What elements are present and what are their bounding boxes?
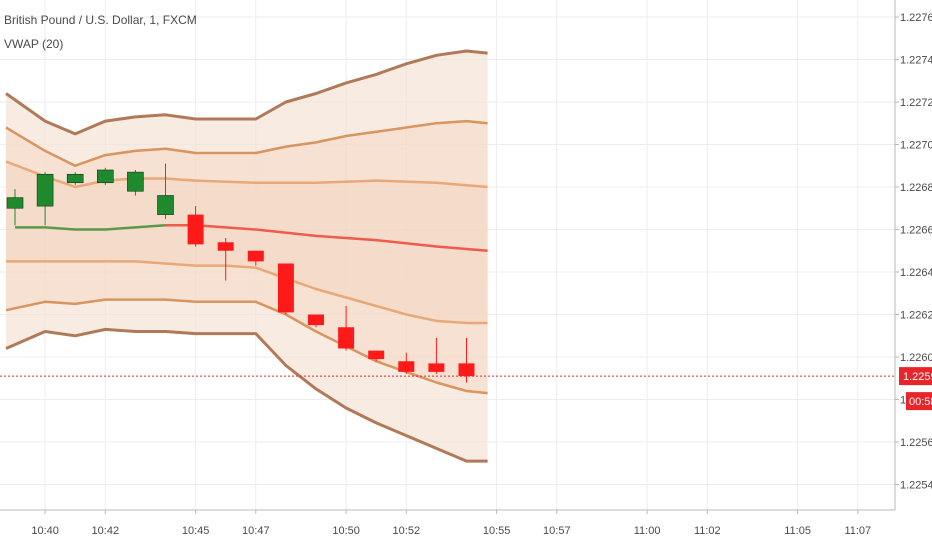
- candle-1: [36, 172, 54, 226]
- candle-body-0: [6, 197, 24, 209]
- price-tick-label-8: 1.22700: [900, 140, 932, 152]
- lower-band-3: [5, 327, 488, 463]
- price-tick-label-11: 1.22760: [900, 12, 932, 24]
- candle-body-10: [308, 314, 324, 326]
- candle-body-9: [277, 263, 294, 313]
- last-price-badge-label: 1.22591: [903, 371, 932, 383]
- candle-10: [308, 314, 324, 328]
- indicator-title[interactable]: VWAP (20): [4, 37, 63, 51]
- middle-band-fill: [6, 121, 488, 394]
- upper-band-2: [5, 119, 488, 167]
- time-tick-label-7: 10:57: [543, 525, 571, 537]
- candle-6: [187, 206, 204, 247]
- candle-body-15: [458, 363, 475, 377]
- candle-body-1: [36, 173, 54, 207]
- price-tick-label-9: 1.22720: [900, 97, 932, 109]
- candle-12: [368, 350, 385, 362]
- time-tick-label-1: 10:42: [92, 525, 120, 537]
- countdown-badge-label: 00:58: [909, 396, 932, 408]
- candle-14: [428, 337, 445, 374]
- candle-9: [277, 263, 294, 315]
- candle-body-12: [368, 350, 385, 360]
- price-tick-label-1: 1.22560: [900, 437, 932, 449]
- time-tick-label-5: 10:52: [393, 525, 421, 537]
- last-price-badge: 1.22591: [899, 367, 932, 386]
- countdown-badge: 00:58: [906, 392, 932, 411]
- lower-band-2: [5, 298, 488, 395]
- time-tick-label-11: 11:07: [844, 525, 871, 537]
- band-lines: [5, 49, 488, 463]
- upper-band-3: [5, 49, 488, 136]
- price-tick-label-3: 1.22600: [900, 352, 932, 364]
- upper-band-1: [5, 160, 488, 189]
- last-price-badge-bg: [899, 367, 932, 386]
- countdown-badge-bg: [906, 392, 932, 411]
- symbol-title: British Pound / U.S. Dollar, 1, FXCM: [4, 13, 197, 27]
- candle-body-3: [97, 169, 114, 184]
- time-tick-label-9: 11:02: [694, 525, 721, 537]
- candles: [6, 163, 475, 383]
- candle-15: [458, 337, 475, 383]
- time-tick-label-6: 10:55: [483, 525, 511, 537]
- price-tick-label-7: 1.22680: [900, 182, 932, 194]
- candle-4: [127, 170, 144, 196]
- time-tick-label-3: 10:47: [242, 525, 270, 537]
- candle-13: [398, 352, 415, 374]
- price-tick-label-5: 1.22640: [900, 267, 932, 279]
- candle-body-8: [247, 250, 264, 262]
- candle-body-2: [66, 173, 84, 184]
- candle-0: [6, 189, 24, 226]
- vwap-rising-segment: [15, 223, 166, 231]
- candle-2: [66, 172, 84, 185]
- price-tick-label-0: 1.22540: [900, 480, 932, 492]
- candle-body-6: [187, 214, 204, 245]
- time-tick-label-4: 10:50: [332, 525, 360, 537]
- lower-band-1: [6, 260, 488, 325]
- candle-8: [247, 250, 264, 266]
- time-tick-label-10: 11:05: [784, 525, 811, 537]
- candle-7: [217, 238, 234, 281]
- candle-body-7: [217, 242, 234, 251]
- candle-5: [157, 163, 174, 219]
- candle-3: [97, 167, 114, 185]
- candle-body-11: [338, 327, 355, 349]
- time-tick-label-0: 10:40: [31, 525, 59, 537]
- outer-band-fill: [6, 51, 488, 462]
- candle-body-14: [428, 363, 445, 372]
- candle-body-13: [398, 361, 415, 372]
- candle-11: [338, 306, 355, 351]
- price-tick-label-6: 1.22660: [900, 225, 932, 237]
- time-axis[interactable]: 10:40 10:42 10:45 10:47 10:50 10:52 10:55 10:57…: [31, 510, 871, 537]
- inner-band-fill: [6, 161, 488, 323]
- candle-body-5: [157, 195, 174, 215]
- candle-body-4: [127, 171, 144, 192]
- price-tick-label-10: 1.22740: [900, 55, 932, 67]
- price-tick-label-4: 1.22620: [900, 310, 932, 322]
- time-tick-label-8: 11:00: [634, 525, 661, 537]
- band-fills: [6, 51, 488, 462]
- time-tick-label-2: 10:45: [182, 525, 210, 537]
